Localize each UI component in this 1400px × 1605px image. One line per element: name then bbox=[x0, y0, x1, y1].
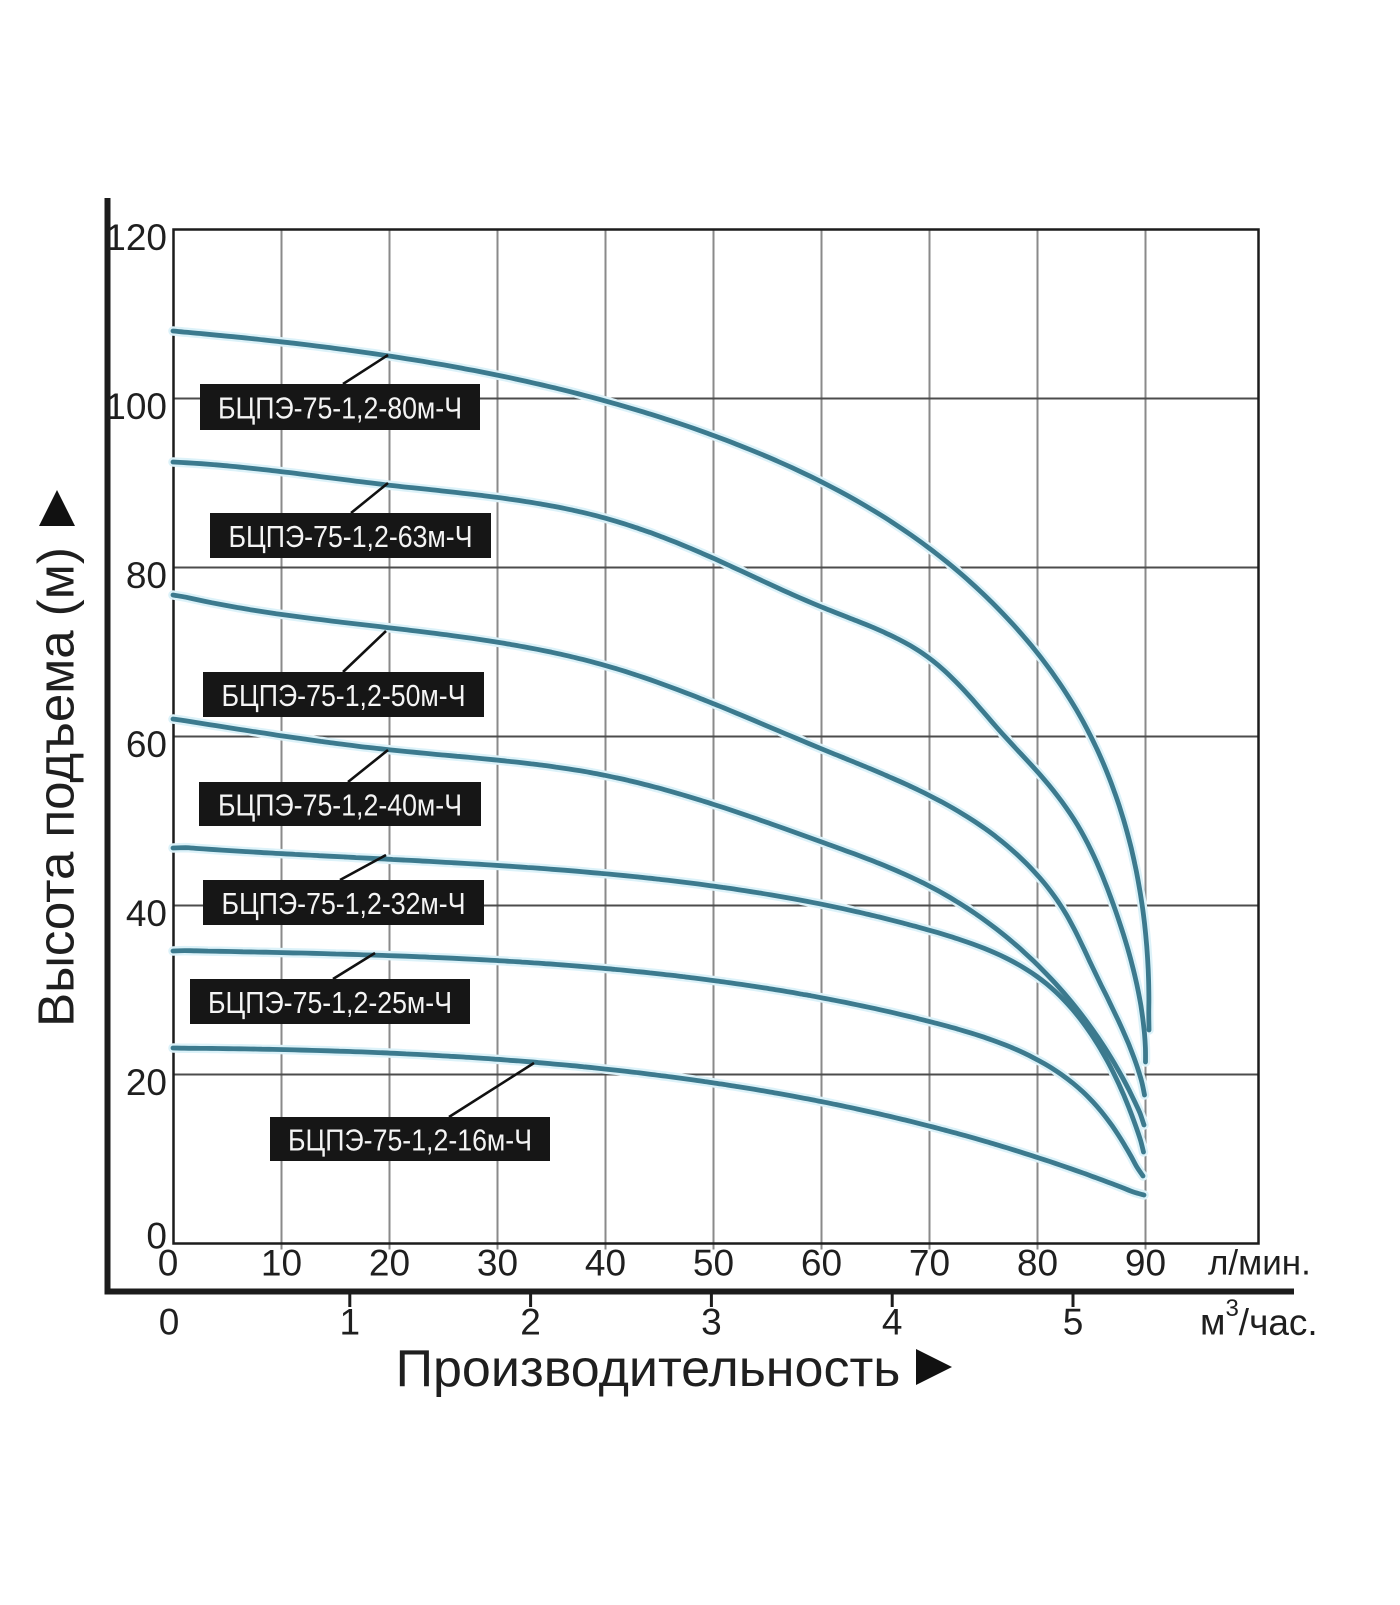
svg-text:120: 120 bbox=[105, 217, 167, 258]
svg-text:60: 60 bbox=[801, 1243, 842, 1284]
svg-text:Высота подъема (м): Высота подъема (м) bbox=[28, 547, 85, 1027]
svg-text:Производительность: Производительность bbox=[396, 1340, 901, 1398]
svg-text:2: 2 bbox=[520, 1302, 541, 1343]
svg-text:100: 100 bbox=[105, 386, 167, 427]
svg-text:4: 4 bbox=[882, 1302, 903, 1343]
svg-text:БЦПЭ-75-1,2-32м-Ч: БЦПЭ-75-1,2-32м-Ч bbox=[222, 886, 466, 921]
svg-text:80: 80 bbox=[126, 555, 167, 596]
svg-text:0: 0 bbox=[146, 1216, 167, 1257]
svg-text:20: 20 bbox=[126, 1062, 167, 1103]
svg-text:БЦПЭ-75-1,2-25м-Ч: БЦПЭ-75-1,2-25м-Ч bbox=[208, 985, 452, 1020]
svg-text:БЦПЭ-75-1,2-40м-Ч: БЦПЭ-75-1,2-40м-Ч bbox=[218, 788, 462, 823]
svg-text:БЦПЭ-75-1,2-16м-Ч: БЦПЭ-75-1,2-16м-Ч bbox=[288, 1123, 532, 1158]
svg-text:50: 50 bbox=[693, 1243, 734, 1284]
svg-text:40: 40 bbox=[585, 1243, 626, 1284]
svg-text:90: 90 bbox=[1125, 1243, 1166, 1284]
svg-text:80: 80 bbox=[1017, 1243, 1058, 1284]
svg-text:БЦПЭ-75-1,2-50м-Ч: БЦПЭ-75-1,2-50м-Ч bbox=[222, 678, 466, 713]
svg-text:м3/час.: м3/час. bbox=[1200, 1295, 1318, 1343]
svg-text:0: 0 bbox=[159, 1302, 180, 1343]
svg-text:40: 40 bbox=[126, 893, 167, 934]
svg-text:5: 5 bbox=[1063, 1302, 1084, 1343]
svg-text:0: 0 bbox=[158, 1243, 179, 1284]
svg-text:3: 3 bbox=[701, 1302, 722, 1343]
svg-text:60: 60 bbox=[126, 724, 167, 765]
svg-text:20: 20 bbox=[369, 1243, 410, 1284]
svg-text:л/мин.: л/мин. bbox=[1208, 1244, 1311, 1283]
svg-text:БЦПЭ-75-1,2-63м-Ч: БЦПЭ-75-1,2-63м-Ч bbox=[229, 519, 473, 554]
svg-text:10: 10 bbox=[261, 1243, 302, 1284]
svg-text:30: 30 bbox=[477, 1243, 518, 1284]
svg-text:1: 1 bbox=[340, 1302, 361, 1343]
svg-text:70: 70 bbox=[909, 1243, 950, 1284]
svg-text:БЦПЭ-75-1,2-80м-Ч: БЦПЭ-75-1,2-80м-Ч bbox=[218, 391, 462, 426]
